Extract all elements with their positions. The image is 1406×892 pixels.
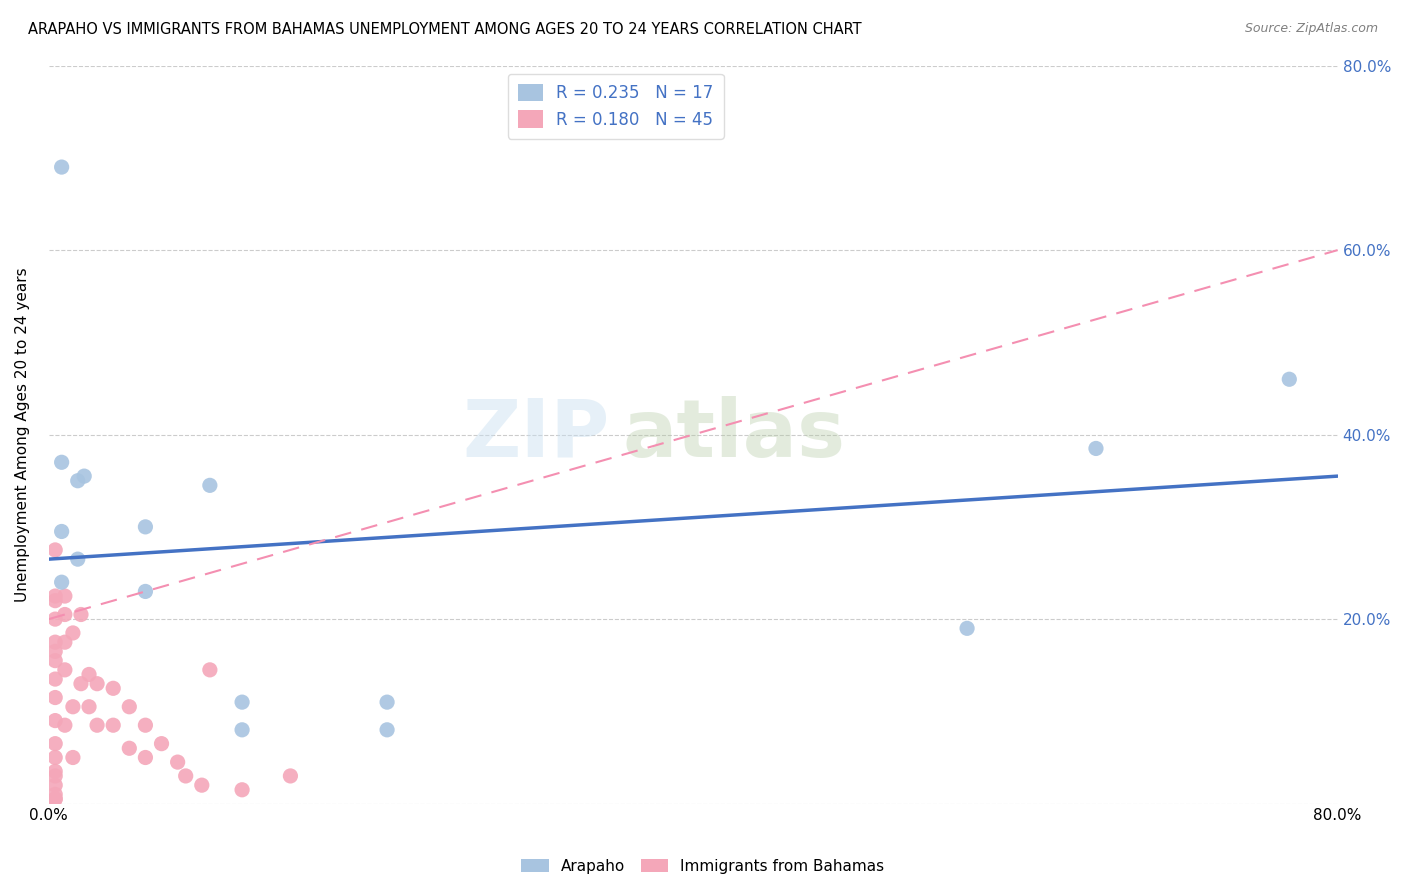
Text: atlas: atlas — [623, 396, 845, 474]
Point — [44, 593, 66, 607]
Point — [191, 778, 214, 792]
Point — [1084, 442, 1107, 456]
Point — [134, 750, 156, 764]
Point — [73, 469, 96, 483]
Point — [44, 750, 66, 764]
Point — [134, 520, 156, 534]
Legend: R = 0.235   N = 17, R = 0.180   N = 45: R = 0.235 N = 17, R = 0.180 N = 45 — [508, 74, 724, 138]
Point — [118, 699, 141, 714]
Point — [86, 718, 108, 732]
Point — [44, 654, 66, 668]
Text: Source: ZipAtlas.com: Source: ZipAtlas.com — [1244, 22, 1378, 36]
Point — [44, 792, 66, 806]
Point — [1278, 372, 1301, 386]
Point — [66, 474, 89, 488]
Point — [231, 723, 253, 737]
Point — [77, 667, 100, 681]
Point — [134, 718, 156, 732]
Point — [231, 695, 253, 709]
Point — [375, 695, 398, 709]
Point — [44, 769, 66, 783]
Point — [166, 755, 188, 769]
Point — [134, 584, 156, 599]
Point — [51, 455, 73, 469]
Point — [62, 750, 84, 764]
Point — [44, 778, 66, 792]
Point — [70, 676, 93, 690]
Point — [44, 589, 66, 603]
Point — [118, 741, 141, 756]
Point — [44, 543, 66, 558]
Point — [86, 676, 108, 690]
Point — [198, 478, 221, 492]
Point — [44, 672, 66, 686]
Text: ARAPAHO VS IMMIGRANTS FROM BAHAMAS UNEMPLOYMENT AMONG AGES 20 TO 24 YEARS CORREL: ARAPAHO VS IMMIGRANTS FROM BAHAMAS UNEMP… — [28, 22, 862, 37]
Point — [44, 788, 66, 802]
Point — [44, 714, 66, 728]
Point — [66, 552, 89, 566]
Point — [44, 644, 66, 658]
Point — [53, 718, 76, 732]
Point — [44, 764, 66, 779]
Point — [44, 792, 66, 806]
Point — [44, 690, 66, 705]
Point — [956, 621, 979, 635]
Point — [51, 575, 73, 590]
Point — [62, 626, 84, 640]
Text: ZIP: ZIP — [463, 396, 609, 474]
Point — [103, 718, 125, 732]
Point — [53, 607, 76, 622]
Point — [198, 663, 221, 677]
Point — [51, 524, 73, 539]
Point — [280, 769, 302, 783]
Point — [44, 612, 66, 626]
Point — [150, 737, 173, 751]
Point — [51, 160, 73, 174]
Point — [53, 589, 76, 603]
Point — [231, 782, 253, 797]
Point — [53, 635, 76, 649]
Point — [77, 699, 100, 714]
Y-axis label: Unemployment Among Ages 20 to 24 years: Unemployment Among Ages 20 to 24 years — [15, 268, 30, 602]
Legend: Arapaho, Immigrants from Bahamas: Arapaho, Immigrants from Bahamas — [516, 853, 890, 880]
Point — [62, 699, 84, 714]
Point — [70, 607, 93, 622]
Point — [44, 635, 66, 649]
Point — [53, 663, 76, 677]
Point — [375, 723, 398, 737]
Point — [174, 769, 197, 783]
Point — [103, 681, 125, 696]
Point — [44, 737, 66, 751]
